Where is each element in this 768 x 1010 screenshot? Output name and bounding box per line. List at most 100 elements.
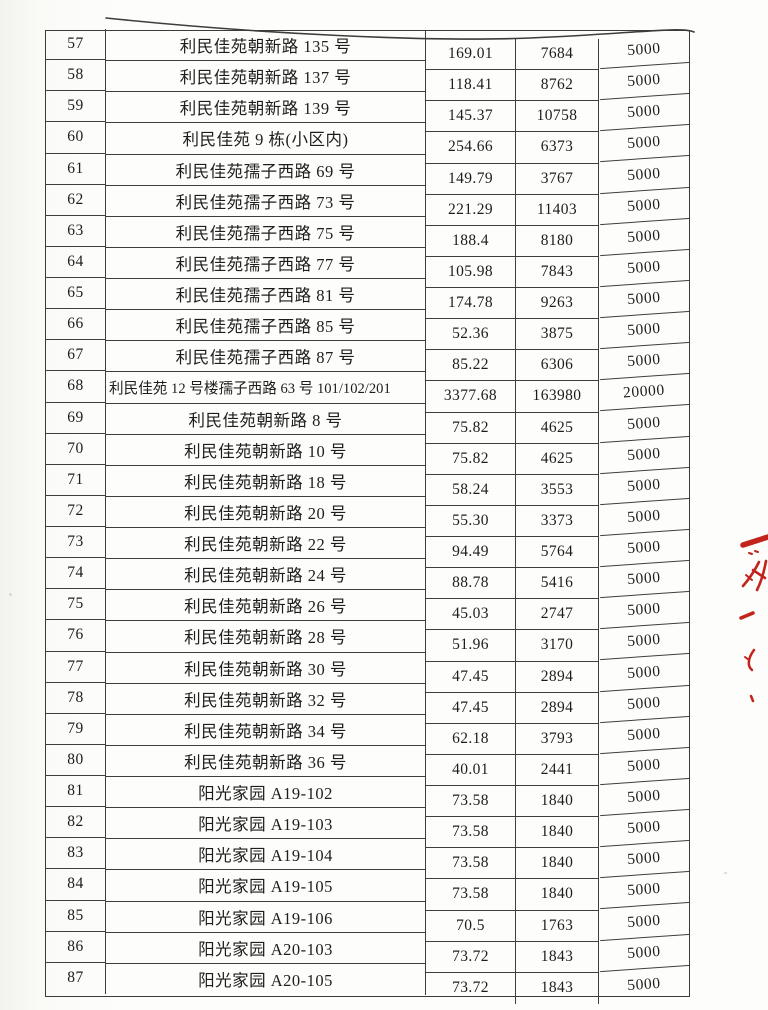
cell-address: 利民佳苑孺子西路 69 号 xyxy=(106,154,426,186)
cell-row-number: 82 xyxy=(46,807,106,839)
cell-address: 阳光家园 A19-104 xyxy=(106,839,426,871)
cell-amount: 9263 xyxy=(516,288,599,320)
cell-row-number: 83 xyxy=(46,838,106,870)
cell-address: 利民佳苑朝新路 10 号 xyxy=(106,434,426,466)
cell-row-number: 65 xyxy=(46,278,106,310)
cell-row-number: 85 xyxy=(46,900,106,932)
table-row: 63 利民佳苑孺子西路 75 号 188.4 8180 5000 xyxy=(46,215,690,257)
cell-address: 利民佳苑朝新路 24 号 xyxy=(106,559,426,591)
cell-address: 阳光家园 A19-106 xyxy=(106,901,426,933)
cell-area: 88.78 xyxy=(426,568,516,600)
table-row: 75 利民佳苑朝新路 26 号 45.03 2747 5000 xyxy=(46,589,690,631)
table-row: 81 阳光家园 A19-102 73.58 1840 5000 xyxy=(46,776,690,818)
cell-row-number: 87 xyxy=(46,962,106,994)
cell-area: 70.5 xyxy=(426,910,516,942)
cell-amount: 3373 xyxy=(516,505,599,537)
cell-amount: 1840 xyxy=(516,786,599,818)
cell-address: 利民佳苑孺子西路 85 号 xyxy=(106,310,426,342)
cell-amount: 10758 xyxy=(516,101,599,133)
cell-address: 阳光家园 A20-103 xyxy=(106,932,426,964)
cell-amount: 7843 xyxy=(516,256,599,288)
cell-amount: 4625 xyxy=(516,412,599,444)
cell-address: 利民佳苑孺子西路 73 号 xyxy=(106,185,426,217)
cell-amount: 2894 xyxy=(516,661,599,693)
cell-address: 利民佳苑 9 栋(小区内) xyxy=(106,123,426,155)
table-row: 57 利民佳苑朝新路 135 号 169.01 7684 5000 xyxy=(46,29,690,71)
cell-row-number: 67 xyxy=(46,340,106,372)
cell-area: 52.36 xyxy=(426,319,516,351)
cell-row-number: 66 xyxy=(46,309,106,341)
cell-area: 55.30 xyxy=(426,505,516,537)
cell-amount: 8180 xyxy=(516,225,599,257)
cell-address: 利民佳苑朝新路 139 号 xyxy=(106,92,426,124)
cell-area: 254.66 xyxy=(426,132,516,164)
cell-row-number: 58 xyxy=(46,60,106,92)
cell-address: 利民佳苑孺子西路 81 号 xyxy=(106,279,426,311)
table-row: 64 利民佳苑孺子西路 77 号 105.98 7843 5000 xyxy=(46,246,690,288)
cell-row-number: 57 xyxy=(46,29,106,61)
cell-amount: 8762 xyxy=(516,70,599,102)
table-row: 87 阳光家园 A20-105 73.72 1843 5000 xyxy=(46,962,689,1004)
cell-address: 利民佳苑朝新路 137 号 xyxy=(106,61,426,93)
cell-address: 利民佳苑朝新路 22 号 xyxy=(106,528,426,560)
cell-area: 118.41 xyxy=(426,70,516,102)
table-row: 70 利民佳苑朝新路 10 号 75.82 4625 5000 xyxy=(46,433,690,475)
cell-amount: 2894 xyxy=(516,692,599,724)
table-row: 66 利民佳苑孺子西路 85 号 52.36 3875 5000 xyxy=(46,309,690,351)
cell-area: 47.45 xyxy=(426,692,516,724)
cell-amount: 1840 xyxy=(516,879,599,911)
cell-amount: 1763 xyxy=(516,910,599,942)
red-ink-marks xyxy=(739,534,768,703)
cell-area: 75.82 xyxy=(426,443,516,475)
cell-address: 利民佳苑朝新路 32 号 xyxy=(106,683,426,715)
cell-address: 利民佳苑 12 号楼孺子西路 63 号 101/102/201 xyxy=(106,372,426,404)
cell-area: 58.24 xyxy=(426,474,516,506)
cell-area: 3377.68 xyxy=(426,381,516,413)
table-row: 73 利民佳苑朝新路 22 号 94.49 5764 5000 xyxy=(46,527,690,569)
cell-row-number: 80 xyxy=(46,744,106,776)
cell-area: 73.58 xyxy=(426,848,516,880)
cell-amount: 2441 xyxy=(516,754,599,786)
table-row: 62 利民佳苑孺子西路 73 号 221.29 11403 5000 xyxy=(46,184,690,226)
cell-area: 75.82 xyxy=(426,412,516,444)
cell-row-number: 78 xyxy=(46,682,106,714)
cell-area: 40.01 xyxy=(426,754,516,786)
cell-row-number: 77 xyxy=(46,651,106,683)
cell-amount: 1843 xyxy=(516,972,599,1004)
cell-row-number: 71 xyxy=(46,464,106,496)
cell-amount: 4625 xyxy=(516,443,599,475)
cell-area: 73.72 xyxy=(426,972,516,1004)
cell-amount: 2747 xyxy=(516,599,599,631)
cell-amount: 3170 xyxy=(516,630,599,662)
cell-amount: 6306 xyxy=(516,350,599,382)
cell-row-number: 81 xyxy=(46,776,106,808)
cell-address: 利民佳苑朝新路 20 号 xyxy=(106,496,426,528)
cell-area: 94.49 xyxy=(426,537,516,569)
scan-table: 57 利民佳苑朝新路 135 号 169.01 7684 5000 58 利民佳… xyxy=(45,29,690,1004)
cell-amount: 1843 xyxy=(516,941,599,973)
table-row: 79 利民佳苑朝新路 34 号 62.18 3793 5000 xyxy=(46,713,690,755)
cell-row-number: 64 xyxy=(46,246,106,278)
table-row: 67 利民佳苑孺子西路 87 号 85.22 6306 5000 xyxy=(46,340,690,382)
cell-area: 62.18 xyxy=(426,723,516,755)
cell-row-number: 76 xyxy=(46,620,106,652)
cell-area: 73.58 xyxy=(426,786,516,818)
table-row: 65 利民佳苑孺子西路 81 号 174.78 9263 5000 xyxy=(46,278,690,320)
cell-address: 阳光家园 A19-105 xyxy=(106,870,426,902)
table-row: 61 利民佳苑孺子西路 69 号 149.79 3767 5000 xyxy=(46,153,690,195)
cell-amount: 11403 xyxy=(516,194,599,226)
cell-amount: 1840 xyxy=(516,848,599,880)
cell-address: 利民佳苑朝新路 135 号 xyxy=(106,30,426,62)
cell-area: 169.01 xyxy=(426,39,516,71)
cell-row-number: 79 xyxy=(46,713,106,745)
cell-row-number: 69 xyxy=(46,402,106,434)
cell-area: 149.79 xyxy=(426,163,516,195)
cell-area: 221.29 xyxy=(426,194,516,226)
table-row: 72 利民佳苑朝新路 20 号 55.30 3373 5000 xyxy=(46,495,690,537)
table-row: 86 阳光家园 A20-103 73.72 1843 5000 xyxy=(46,931,690,973)
cell-row-number: 84 xyxy=(46,869,106,901)
cell-address: 利民佳苑朝新路 36 号 xyxy=(106,745,426,777)
cell-row-number: 61 xyxy=(46,153,106,185)
table-row: 74 利民佳苑朝新路 24 号 88.78 5416 5000 xyxy=(46,558,690,600)
table-row: 60 利民佳苑 9 栋(小区内) 254.66 6373 5000 xyxy=(46,122,690,164)
